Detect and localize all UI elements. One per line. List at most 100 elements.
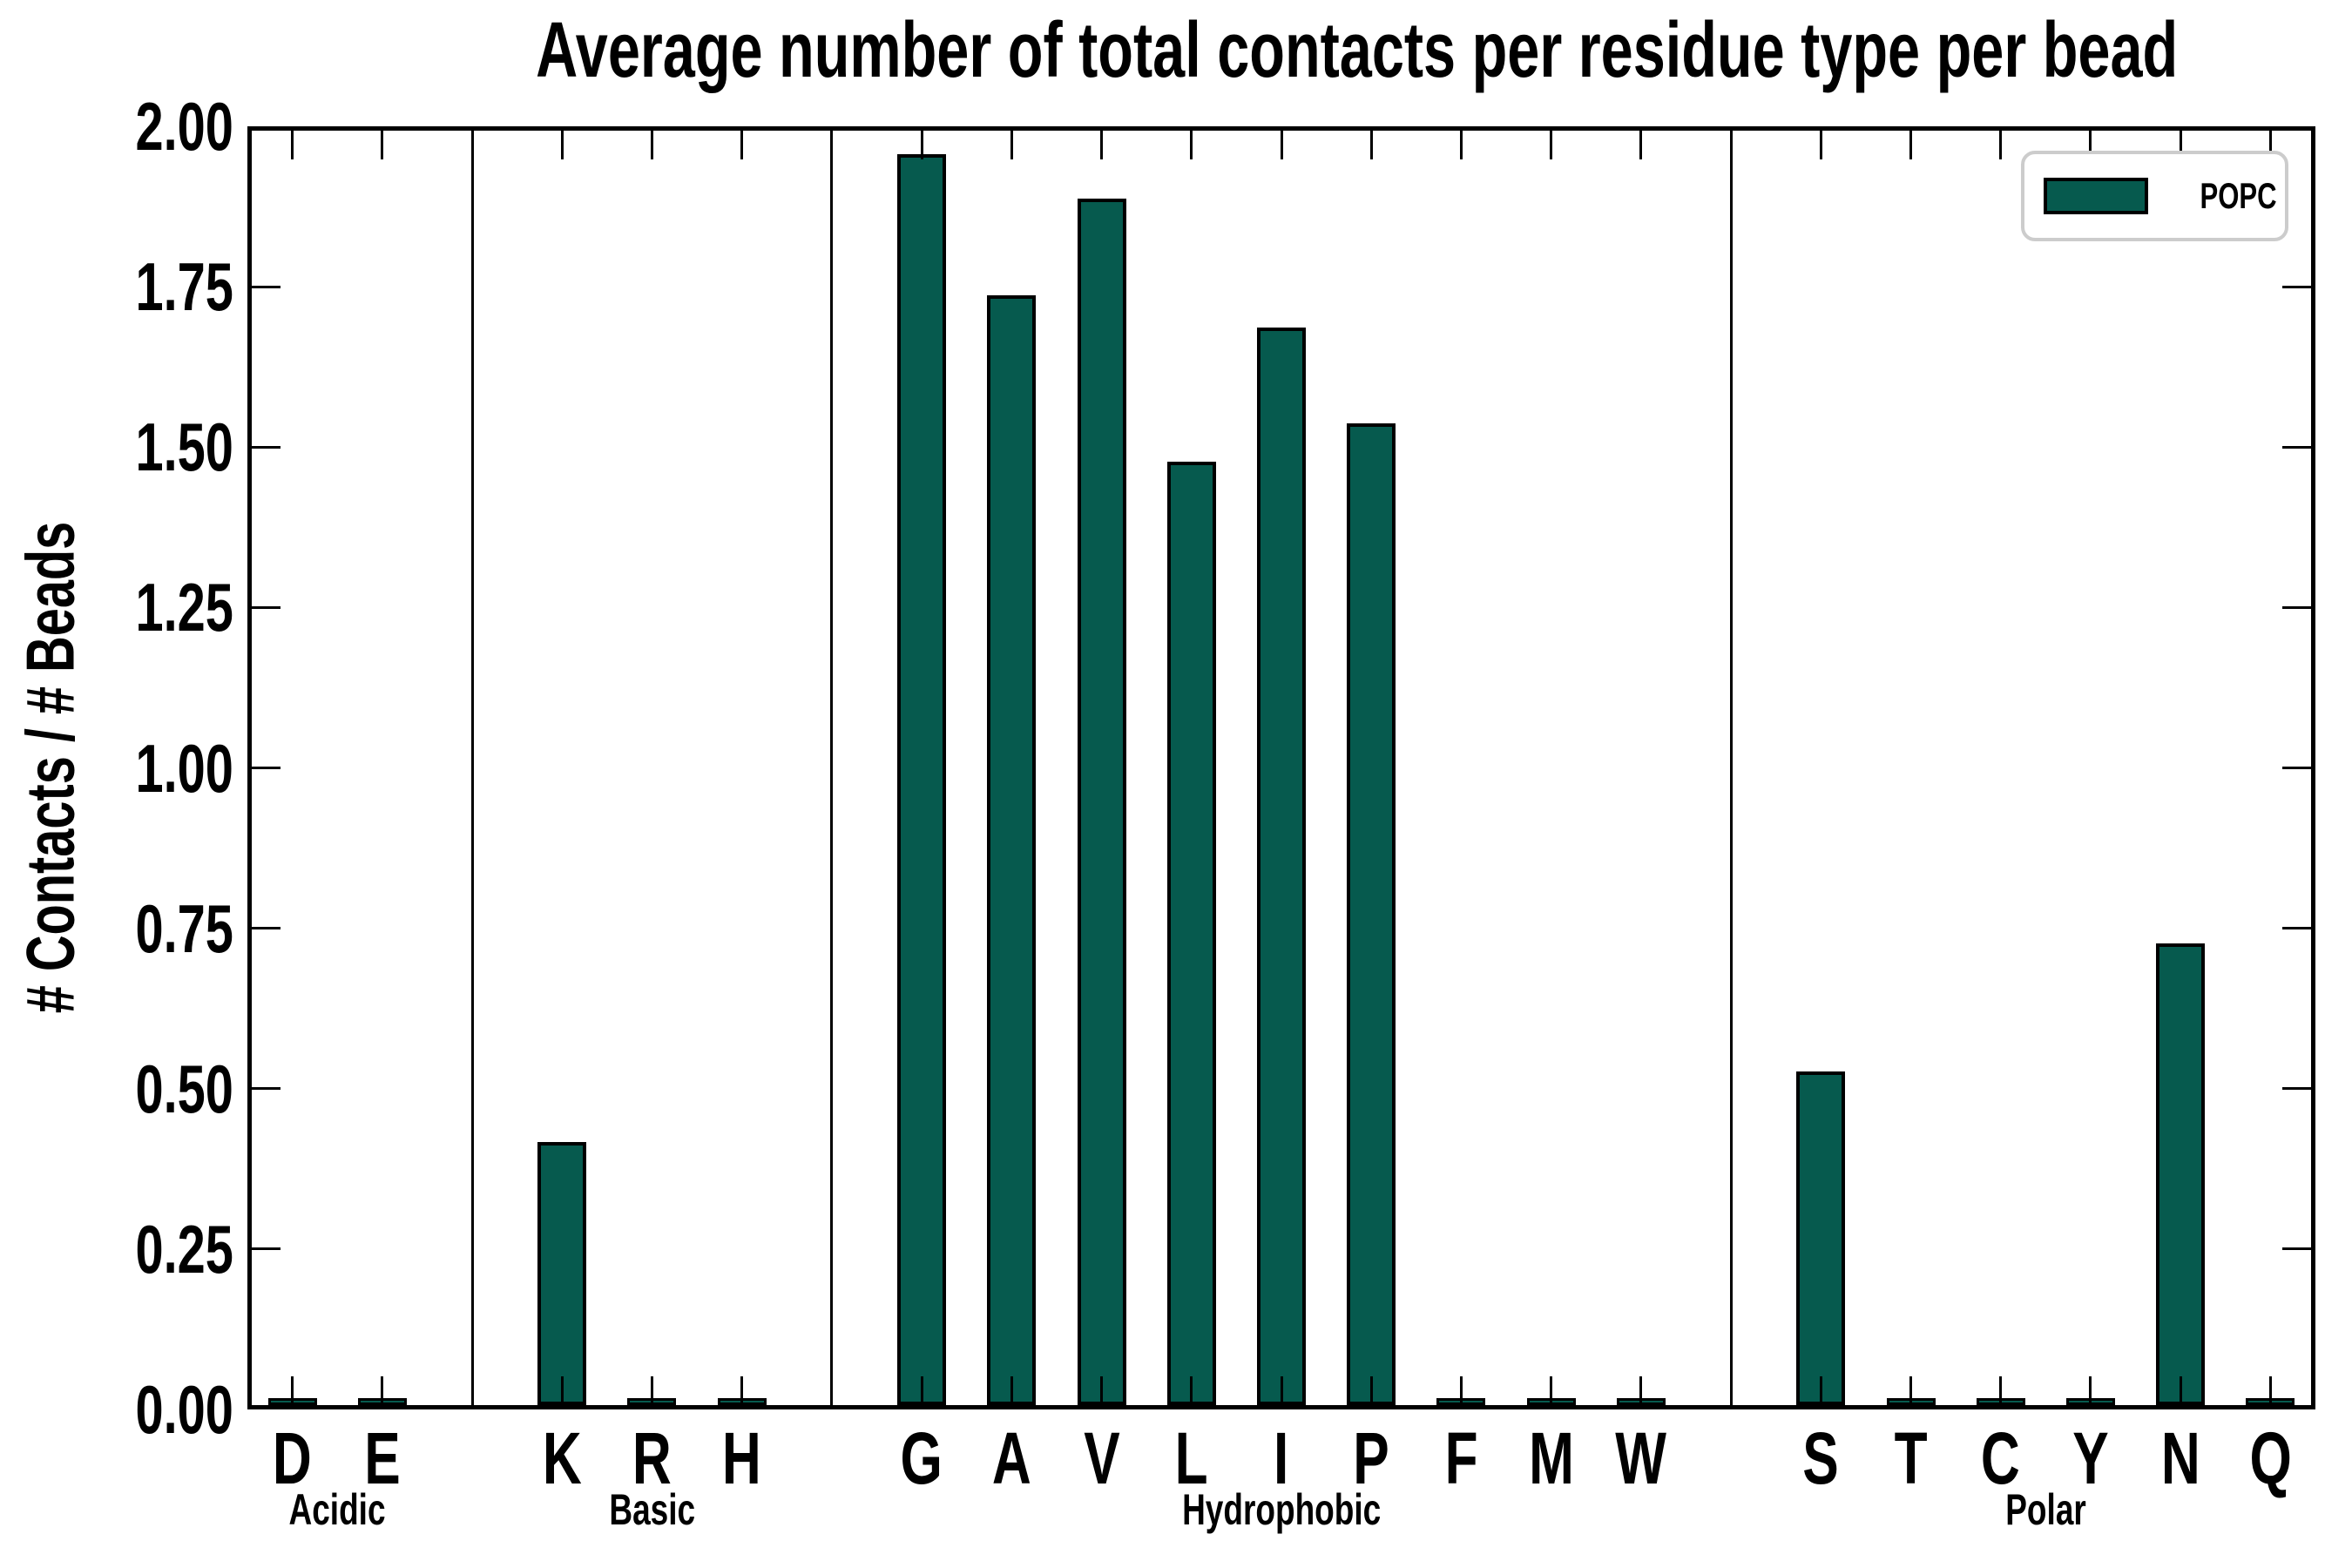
x-tick-label-text: P: [1353, 1417, 1389, 1499]
x-tick-label-F: F: [1365, 1422, 1557, 1495]
category-group-label-acidic: Acidic: [137, 1486, 537, 1533]
x-tick-label-W: W: [1545, 1422, 1737, 1495]
y-tick-label-text: 0.00: [135, 1371, 233, 1448]
x-tick-label-P: P: [1275, 1422, 1467, 1495]
y-tick-right-1.75: [2282, 285, 2311, 288]
y-tick-right-0.75: [2282, 927, 2311, 930]
x-tick-bottom-W: [1639, 1376, 1643, 1405]
x-tick-top-M: [1550, 131, 1553, 159]
category-group-label-polar: Polar: [1845, 1486, 2246, 1533]
bar-L: [1166, 462, 1216, 1405]
y-tick-right-0.25: [2282, 1247, 2311, 1251]
x-tick-bottom-L: [1190, 1376, 1193, 1405]
legend: POPC: [2021, 151, 2288, 241]
x-tick-label-V: V: [1006, 1422, 1198, 1495]
x-tick-label-text: L: [1174, 1417, 1208, 1499]
x-tick-top-I: [1280, 131, 1283, 159]
x-tick-label-Y: Y: [1995, 1422, 2186, 1495]
x-tick-label-text: F: [1444, 1417, 1478, 1499]
category-group-label-text: Basic: [609, 1485, 695, 1534]
y-tick-left-1.50: [252, 445, 280, 449]
x-tick-top-H: [740, 131, 744, 159]
x-tick-label-text: S: [1802, 1417, 1840, 1499]
y-tick-label-1.00: 1.00: [33, 732, 233, 805]
chart-title: Average number of total contacts per res…: [247, 7, 2315, 94]
y-tick-left-1.25: [252, 605, 280, 609]
y-tick-left-1.75: [252, 285, 280, 288]
x-tick-bottom-G: [920, 1376, 923, 1405]
group-separator: [830, 131, 834, 1405]
x-tick-top-L: [1190, 131, 1193, 159]
y-tick-label-text: 1.50: [135, 409, 233, 486]
y-tick-label-text: 0.50: [135, 1050, 233, 1127]
y-tick-label-1.50: 1.50: [33, 410, 233, 483]
x-tick-bottom-A: [1010, 1376, 1013, 1405]
x-tick-label-text: T: [1894, 1417, 1928, 1499]
bar-K: [537, 1142, 587, 1405]
y-tick-label-2.00: 2.00: [33, 90, 233, 163]
category-group-label-basic: Basic: [451, 1486, 852, 1533]
x-tick-top-C: [1999, 131, 2003, 159]
x-tick-top-Q: [2268, 131, 2272, 159]
x-tick-label-text: G: [900, 1417, 943, 1499]
y-tick-label-0.75: 0.75: [33, 892, 233, 965]
x-tick-label-text: M: [1528, 1417, 1574, 1499]
x-tick-label-G: G: [826, 1422, 1017, 1495]
x-tick-top-G: [920, 131, 923, 159]
y-tick-label-0.00: 0.00: [33, 1373, 233, 1446]
x-tick-top-V: [1100, 131, 1104, 159]
y-tick-label-text: 1.75: [135, 248, 233, 326]
x-tick-label-text: H: [722, 1417, 762, 1499]
x-tick-label-M: M: [1456, 1422, 1647, 1495]
x-tick-label-text: Y: [2072, 1417, 2109, 1499]
x-tick-top-T: [1909, 131, 1913, 159]
x-tick-label-text: D: [273, 1417, 313, 1499]
x-tick-top-A: [1010, 131, 1013, 159]
x-tick-bottom-K: [560, 1376, 564, 1405]
y-tick-label-1.75: 1.75: [33, 250, 233, 323]
y-tick-label-text: 1.25: [135, 569, 233, 646]
legend-swatch-popc: [2044, 178, 2148, 214]
x-tick-label-H: H: [646, 1422, 838, 1495]
bar-N: [2156, 943, 2206, 1405]
x-tick-label-text: Q: [2249, 1417, 2292, 1499]
bar-I: [1257, 327, 1306, 1405]
bar-P: [1347, 423, 1396, 1405]
bar-S: [1796, 1071, 1846, 1405]
x-tick-label-text: V: [1083, 1417, 1120, 1499]
x-tick-label-A: A: [916, 1422, 1107, 1495]
x-tick-bottom-E: [381, 1376, 384, 1405]
x-tick-top-Y: [2089, 131, 2092, 159]
bar-G: [897, 153, 947, 1405]
x-tick-bottom-S: [1819, 1376, 1822, 1405]
x-tick-label-text: K: [542, 1417, 582, 1499]
x-tick-label-Q: Q: [2174, 1422, 2352, 1495]
x-tick-top-S: [1819, 131, 1822, 159]
x-tick-label-text: N: [2160, 1417, 2200, 1499]
bar-V: [1077, 199, 1126, 1405]
x-tick-bottom-N: [2179, 1376, 2182, 1405]
x-tick-label-text: R: [632, 1417, 672, 1499]
chart-title-text: Average number of total contacts per res…: [536, 7, 2179, 94]
x-tick-label-L: L: [1096, 1422, 1288, 1495]
x-tick-label-R: R: [556, 1422, 747, 1495]
x-tick-bottom-H: [740, 1376, 744, 1405]
category-group-label-text: Hydrophobic: [1181, 1485, 1382, 1534]
x-tick-top-R: [650, 131, 653, 159]
x-tick-label-E: E: [287, 1422, 478, 1495]
category-group-label-text: Acidic: [288, 1485, 386, 1534]
x-tick-bottom-I: [1280, 1376, 1283, 1405]
x-tick-bottom-P: [1369, 1376, 1373, 1405]
x-tick-label-text: C: [1981, 1417, 2021, 1499]
x-tick-top-W: [1639, 131, 1643, 159]
y-tick-label-1.25: 1.25: [33, 571, 233, 644]
x-tick-label-text: E: [364, 1417, 401, 1499]
y-tick-right-0.50: [2282, 1087, 2311, 1091]
y-tick-left-0.50: [252, 1087, 280, 1091]
y-tick-label-text: 0.25: [135, 1210, 233, 1288]
x-tick-bottom-F: [1459, 1376, 1463, 1405]
x-tick-top-D: [291, 131, 294, 159]
x-tick-bottom-Q: [2268, 1376, 2272, 1405]
x-tick-label-D: D: [197, 1422, 389, 1495]
